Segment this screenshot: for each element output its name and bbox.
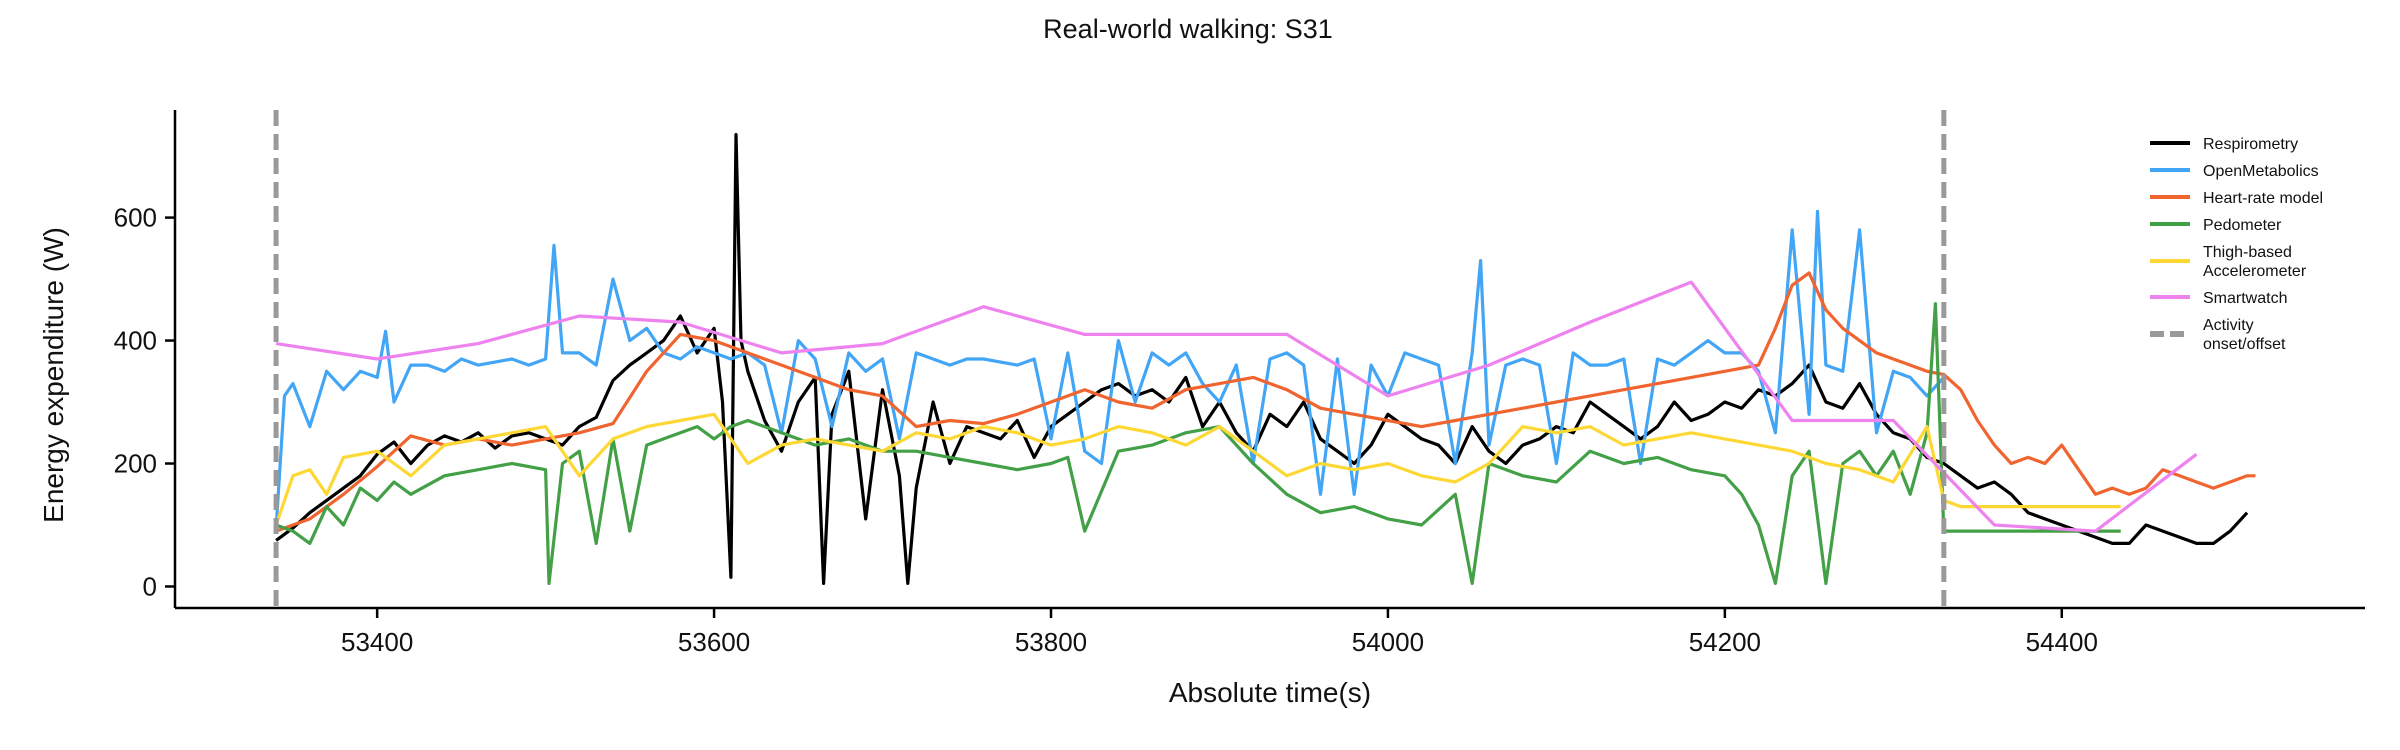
legend-label-pedometer: Pedometer [2203,217,2282,234]
series-line-pedometer [275,302,2121,586]
legend-label-thigh-based-accelerometer: Thigh-based Accelerometer [2203,244,2307,280]
x-tick-label: 53600 [678,627,750,657]
chart-title: Real-world walking: S31 [1043,14,1333,44]
x-tick-label: 54000 [1352,627,1424,657]
legend-label-heart-rate-model: Heart-rate model [2203,190,2323,207]
y-tick-label: 0 [143,571,157,601]
x-tick-label: 54400 [2026,627,2098,657]
x-tick-label: 54200 [1689,627,1761,657]
legend-label-line: Pedometer [2203,217,2282,234]
legend-label-line: onset/offset [2203,336,2286,353]
legend-label-openmetabolics: OpenMetabolics [2203,163,2319,180]
legend-label-smartwatch: Smartwatch [2203,290,2287,307]
legend-label-activity-onset-offset: Activity onset/offset [2203,317,2286,353]
legend-label-line: Accelerometer [2203,263,2307,280]
series-line-openmetabolics [274,209,1945,529]
y-tick-label: 200 [114,449,157,479]
x-tick-label: 53800 [1015,627,1087,657]
y-axis-label: Energy expenditure (W) [38,227,69,523]
legend-label-respirometry: Respirometry [2203,136,2298,153]
legend-label-line: Smartwatch [2203,290,2287,307]
legend-label-line: Thigh-based [2203,244,2292,261]
y-tick-label: 600 [114,203,157,233]
series-line-thigh-based-accelerometer [274,412,2121,526]
y-tick-label: 400 [114,326,157,356]
series-line-smartwatch [275,280,2198,533]
series-line-heart-rate-model [275,271,2256,533]
series-line-respirometry [275,133,2249,586]
legend-label-line: Respirometry [2203,136,2298,153]
legend-label-line: OpenMetabolics [2203,163,2319,180]
y-axis: 0 200 400 600 [114,110,177,608]
x-axis-label: Absolute time(s) [1169,677,1371,708]
legend: Respirometry OpenMetabolics Heart-rate mod… [2150,136,2323,353]
legend-label-line: Activity [2203,317,2254,334]
legend-label-line: Heart-rate model [2203,190,2323,207]
x-tick-label: 53400 [341,627,413,657]
plot-area [273,110,2256,608]
x-axis: 53400 53600 53800 54000 54200 54400 [175,606,2365,657]
